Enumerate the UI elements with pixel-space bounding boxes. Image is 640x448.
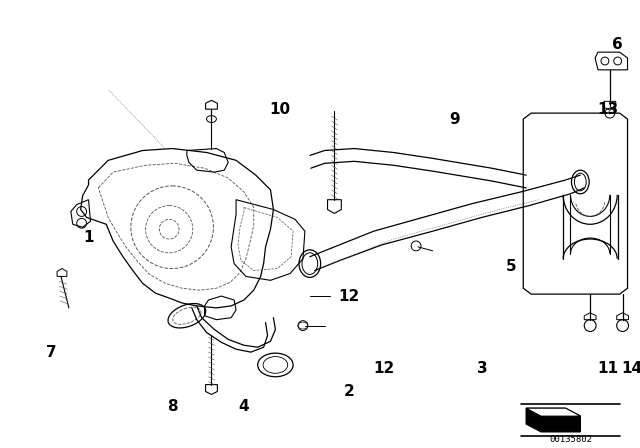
- Text: 7: 7: [46, 345, 56, 360]
- Text: 2: 2: [344, 384, 355, 399]
- Text: 1: 1: [83, 229, 94, 245]
- Polygon shape: [526, 408, 580, 416]
- Text: 4: 4: [239, 399, 249, 414]
- Text: 9: 9: [449, 112, 460, 126]
- Text: 8: 8: [167, 399, 177, 414]
- Text: 14: 14: [621, 362, 640, 376]
- Text: 5: 5: [506, 259, 516, 274]
- Text: 12: 12: [373, 362, 394, 376]
- Text: 6: 6: [612, 37, 623, 52]
- Text: 13: 13: [597, 102, 618, 116]
- Text: 10: 10: [270, 102, 291, 116]
- Text: 3: 3: [477, 362, 487, 376]
- Text: 12: 12: [339, 289, 360, 304]
- Polygon shape: [526, 408, 580, 432]
- Text: 11: 11: [597, 362, 618, 376]
- Text: 00135802: 00135802: [549, 435, 592, 444]
